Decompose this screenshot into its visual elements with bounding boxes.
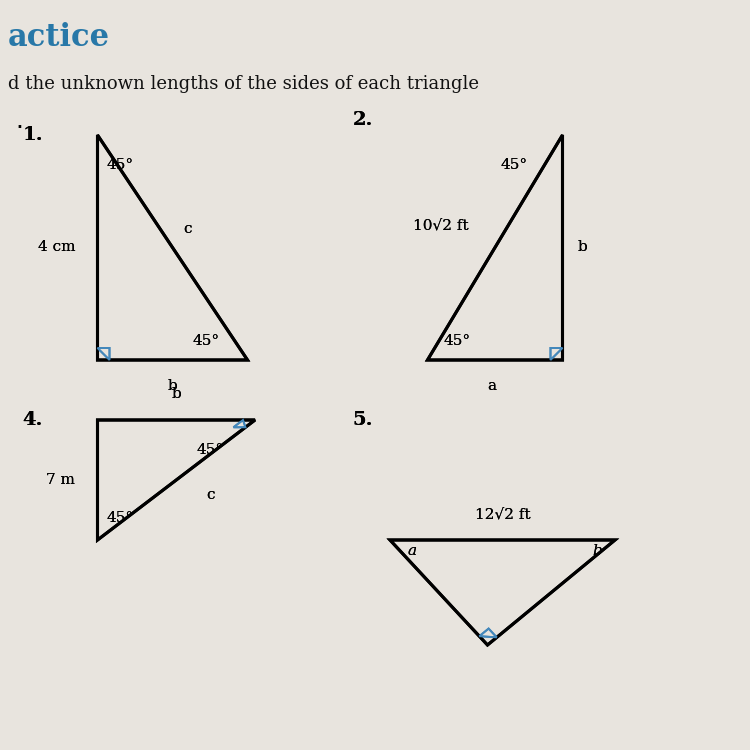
Text: 45°: 45° xyxy=(193,334,220,348)
Text: 4.: 4. xyxy=(22,411,43,429)
Text: 1.: 1. xyxy=(22,126,43,144)
Text: 45°: 45° xyxy=(106,158,134,172)
Text: 2.: 2. xyxy=(352,111,373,129)
Text: 5.: 5. xyxy=(352,411,373,429)
Text: 45°: 45° xyxy=(444,334,471,348)
Text: 45°: 45° xyxy=(196,443,223,457)
Text: c: c xyxy=(184,222,192,236)
Text: 45°: 45° xyxy=(500,158,527,172)
Text: b: b xyxy=(168,379,177,393)
Text: 10√2 ft: 10√2 ft xyxy=(413,218,469,232)
Text: 45°: 45° xyxy=(196,443,223,457)
Text: 1.: 1. xyxy=(22,126,43,144)
Text: actice: actice xyxy=(8,22,109,53)
Text: c: c xyxy=(184,222,192,236)
Text: 45°: 45° xyxy=(500,158,527,172)
Text: b: b xyxy=(171,387,182,401)
Text: 45°: 45° xyxy=(444,334,471,348)
Text: 12√2 ft: 12√2 ft xyxy=(475,507,530,521)
Text: c: c xyxy=(206,488,214,502)
Text: 45°: 45° xyxy=(193,334,220,348)
Text: 4 cm: 4 cm xyxy=(38,241,75,254)
Text: b: b xyxy=(578,241,587,254)
Text: 45°: 45° xyxy=(106,511,134,524)
Text: a: a xyxy=(487,379,496,393)
Text: d the unknown lengths of the sides of each triangle: d the unknown lengths of the sides of ea… xyxy=(8,75,478,93)
Text: a: a xyxy=(487,379,496,393)
Text: 12√2 ft: 12√2 ft xyxy=(475,507,530,521)
Text: 10√2 ft: 10√2 ft xyxy=(413,218,469,232)
Text: 5.: 5. xyxy=(352,411,373,429)
Text: 7 m: 7 m xyxy=(46,473,75,487)
Text: b: b xyxy=(578,241,587,254)
Text: 45°: 45° xyxy=(106,511,134,524)
Text: b: b xyxy=(592,544,602,558)
Text: c: c xyxy=(206,488,214,502)
Text: 45°: 45° xyxy=(106,158,134,172)
Text: a: a xyxy=(407,544,416,558)
Text: 4.: 4. xyxy=(22,411,43,429)
Text: b: b xyxy=(168,379,177,393)
Text: ·: · xyxy=(15,116,23,140)
Text: b: b xyxy=(171,387,182,401)
Text: 7 m: 7 m xyxy=(46,473,75,487)
Text: 4 cm: 4 cm xyxy=(38,241,75,254)
Text: a: a xyxy=(407,544,416,558)
Text: 2.: 2. xyxy=(352,111,373,129)
Text: b: b xyxy=(592,544,602,558)
